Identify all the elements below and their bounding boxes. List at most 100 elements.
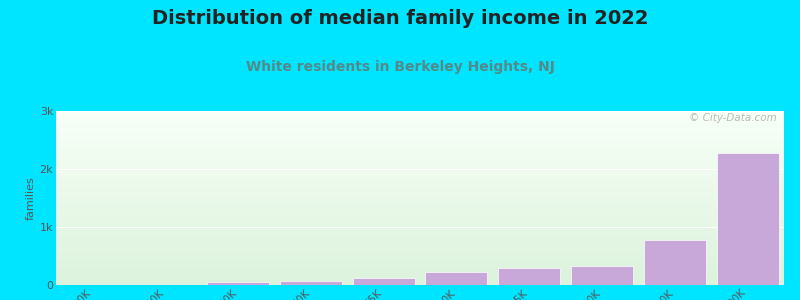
- Bar: [56, 174, 784, 175]
- Bar: [56, 220, 784, 221]
- Bar: [56, 122, 784, 123]
- Bar: [56, 270, 784, 271]
- Bar: [56, 261, 784, 262]
- Bar: [56, 256, 784, 257]
- Bar: [56, 183, 784, 184]
- Bar: [56, 171, 784, 172]
- Bar: [56, 231, 784, 232]
- Bar: [56, 215, 784, 216]
- Bar: [353, 278, 414, 285]
- Bar: [56, 177, 784, 178]
- Bar: [56, 263, 784, 264]
- Bar: [56, 168, 784, 169]
- Bar: [56, 143, 784, 144]
- Bar: [56, 276, 784, 277]
- Bar: [56, 242, 784, 243]
- Bar: [56, 284, 784, 285]
- Bar: [56, 112, 784, 113]
- Bar: [56, 246, 784, 247]
- Bar: [56, 245, 784, 246]
- Bar: [56, 145, 784, 146]
- Bar: [56, 266, 784, 267]
- Bar: [56, 198, 784, 199]
- Bar: [56, 126, 784, 127]
- Bar: [56, 206, 784, 207]
- Bar: [56, 159, 784, 160]
- Bar: [56, 197, 784, 198]
- Bar: [56, 247, 784, 248]
- Bar: [56, 265, 784, 266]
- Bar: [56, 192, 784, 193]
- Bar: [56, 267, 784, 268]
- Bar: [56, 244, 784, 245]
- Bar: [56, 149, 784, 150]
- Bar: [56, 268, 784, 269]
- Bar: [56, 167, 784, 168]
- Bar: [56, 275, 784, 276]
- Bar: [56, 134, 784, 135]
- Bar: [56, 193, 784, 194]
- Bar: [56, 142, 784, 143]
- Bar: [56, 140, 784, 141]
- Bar: [56, 259, 784, 260]
- Bar: [56, 219, 784, 220]
- Bar: [56, 148, 784, 149]
- Bar: [56, 208, 784, 209]
- Bar: [56, 257, 784, 258]
- Bar: [56, 158, 784, 159]
- Bar: [56, 119, 784, 120]
- Bar: [56, 173, 784, 174]
- Bar: [56, 189, 784, 190]
- Bar: [56, 117, 784, 118]
- Bar: [56, 116, 784, 117]
- Bar: [56, 204, 784, 205]
- Bar: [56, 207, 784, 208]
- Text: © City-Data.com: © City-Data.com: [689, 113, 777, 123]
- Y-axis label: families: families: [26, 176, 35, 220]
- Text: Distribution of median family income in 2022: Distribution of median family income in …: [152, 9, 648, 28]
- Bar: [56, 250, 784, 251]
- Bar: [56, 194, 784, 195]
- Bar: [56, 164, 784, 165]
- Bar: [56, 170, 784, 171]
- Bar: [56, 255, 784, 256]
- Bar: [56, 181, 784, 182]
- Bar: [56, 222, 784, 223]
- Bar: [56, 238, 784, 239]
- Bar: [56, 115, 784, 116]
- Bar: [56, 185, 784, 186]
- Bar: [56, 178, 784, 179]
- Bar: [56, 184, 784, 185]
- Bar: [56, 120, 784, 121]
- Bar: [56, 137, 784, 138]
- Bar: [56, 123, 784, 124]
- Bar: [56, 241, 784, 242]
- Bar: [56, 281, 784, 282]
- Bar: [56, 152, 784, 153]
- Bar: [56, 229, 784, 230]
- Bar: [56, 249, 784, 250]
- Bar: [56, 153, 784, 154]
- Bar: [56, 156, 784, 157]
- Bar: [56, 125, 784, 126]
- Bar: [56, 166, 784, 167]
- Bar: [56, 169, 784, 170]
- Bar: [56, 239, 784, 240]
- Bar: [56, 196, 784, 197]
- Bar: [56, 161, 784, 162]
- Bar: [56, 138, 784, 139]
- Bar: [56, 146, 784, 147]
- Bar: [56, 203, 784, 204]
- Bar: [56, 217, 784, 218]
- Bar: [56, 251, 784, 252]
- Bar: [56, 141, 784, 142]
- Bar: [426, 272, 487, 285]
- Bar: [56, 233, 784, 234]
- Bar: [56, 129, 784, 130]
- Bar: [56, 133, 784, 134]
- Bar: [56, 160, 784, 161]
- Bar: [56, 248, 784, 249]
- Bar: [56, 235, 784, 236]
- Bar: [56, 175, 784, 176]
- Bar: [56, 237, 784, 238]
